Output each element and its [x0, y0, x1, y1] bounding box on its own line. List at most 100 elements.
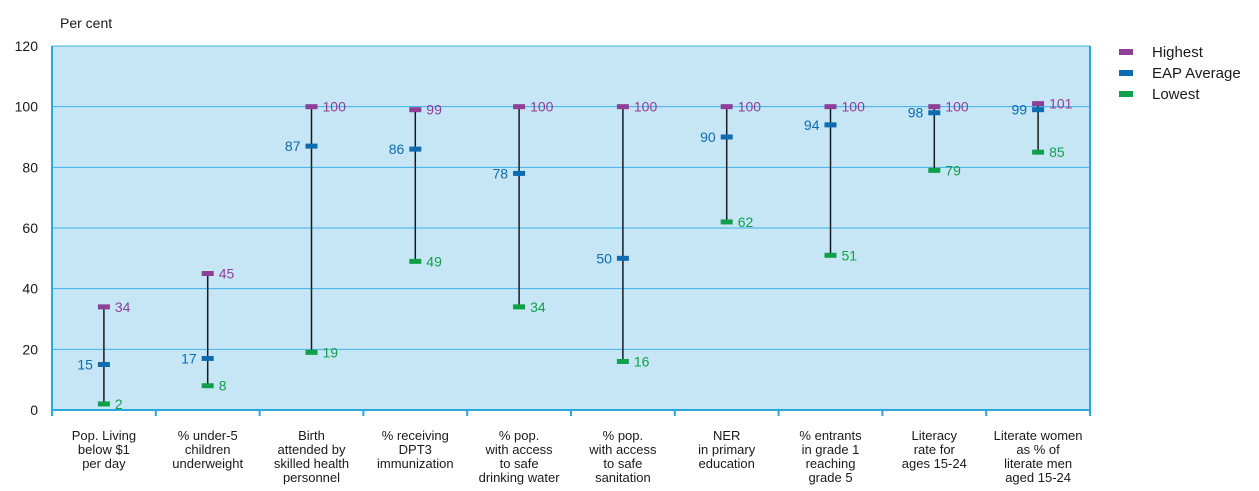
x-category-label-line: grade 5 [808, 470, 852, 485]
x-category-label-line: skilled health [274, 456, 349, 471]
x-category-label-line: % entrants [799, 428, 862, 443]
legend-swatch [1119, 49, 1133, 55]
x-category-label-line: reaching [806, 456, 856, 471]
x-category-label-line: in grade 1 [802, 442, 860, 457]
average-value-label: 90 [700, 129, 716, 145]
legend-swatch [1119, 91, 1133, 97]
lowest-value-label: 19 [323, 344, 339, 360]
x-category-label-line: personnel [283, 470, 340, 485]
x-category-label-line: underweight [172, 456, 243, 471]
lowest-marker [720, 219, 733, 225]
lowest-marker [513, 304, 526, 310]
average-value-label: 98 [908, 105, 924, 121]
x-category-label-line: Literate women [994, 428, 1083, 443]
x-category-label-line: with access [588, 442, 657, 457]
lowest-value-label: 34 [530, 299, 546, 315]
x-category-label: Pop. Living below $1 per day [72, 428, 136, 471]
x-category-label-line: NER [713, 428, 740, 443]
x-category-label-line: aged 15-24 [1005, 470, 1071, 485]
x-category-label-line: to safe [500, 456, 539, 471]
average-value-label: 86 [389, 141, 405, 157]
x-category-label: % pop. with access to safe drinking water [479, 428, 561, 485]
y-tick-label: 80 [22, 159, 38, 175]
x-category-label-line: % pop. [603, 428, 643, 443]
highest-value-label: 100 [738, 99, 762, 115]
highest-value-label: 100 [634, 99, 658, 115]
x-category-label-line: % under-5 [178, 428, 238, 443]
x-category-label-line: ages 15-24 [902, 456, 967, 471]
x-category-label-line: rate for [914, 442, 956, 457]
highest-marker [1032, 101, 1045, 107]
y-axis-label: Per cent [60, 15, 112, 31]
lowest-marker [616, 358, 629, 364]
highest-marker [97, 304, 110, 310]
x-category-label-line: drinking water [479, 470, 561, 485]
lowest-marker [409, 258, 422, 264]
average-marker [97, 362, 110, 367]
gridlines [52, 45, 1090, 350]
highest-marker [409, 107, 422, 113]
x-category-label-line: Literacy [912, 428, 958, 443]
x-category-label: % receiving DPT3 immunization [377, 428, 454, 471]
highest-value-label: 45 [219, 266, 235, 282]
lowest-value-label: 2 [115, 396, 123, 412]
lowest-value-label: 16 [634, 353, 650, 369]
x-category-label-line: with access [484, 442, 553, 457]
lowest-marker [928, 167, 941, 173]
highest-value-label: 100 [945, 99, 969, 115]
x-category-label-line: literate men [1004, 456, 1072, 471]
average-marker [720, 134, 733, 140]
lowest-value-label: 51 [842, 247, 858, 263]
x-category-label-line: education [699, 456, 755, 471]
legend-entry: EAP Average [1152, 65, 1241, 82]
legend-swatch [1119, 70, 1133, 76]
average-value-label: 94 [804, 117, 820, 133]
y-tick-label: 100 [15, 99, 39, 115]
y-tick-label: 40 [22, 281, 38, 297]
x-category-label-line: children [185, 442, 231, 457]
x-category-label: NER in primary education [698, 428, 756, 471]
x-category-label-line: immunization [377, 456, 454, 471]
highest-value-label: 100 [530, 99, 554, 115]
average-value-label: 78 [493, 165, 509, 181]
x-category-label-line: below $1 [78, 442, 130, 457]
x-category-label-line: DPT3 [399, 442, 432, 457]
y-tick-label: 60 [22, 220, 38, 236]
lowest-value-label: 85 [1049, 144, 1065, 160]
lowest-value-label: 79 [945, 162, 961, 178]
highest-value-label: 99 [426, 102, 442, 118]
x-category-label-line: % receiving [382, 428, 449, 443]
lowest-value-label: 62 [738, 214, 754, 230]
highest-marker [928, 104, 941, 110]
x-category-label-line: sanitation [595, 470, 651, 485]
lowest-marker [824, 252, 837, 258]
average-value-label: 99 [1012, 102, 1028, 118]
x-category-label: Literacy rate for ages 15-24 [902, 428, 967, 471]
x-category-label: Birth attended by skilled health personnel [274, 428, 349, 485]
average-value-label: 87 [285, 138, 301, 154]
x-category-label: % under-5 children underweight [172, 428, 243, 471]
average-marker [928, 110, 941, 116]
highest-value-label: 100 [323, 99, 347, 115]
x-category-label-line: Birth [298, 428, 325, 443]
y-tick-label: 0 [30, 402, 38, 418]
highest-marker [513, 104, 526, 110]
x-category-label: % pop. with access to safe sanitation [588, 428, 657, 485]
x-category-label-line: in primary [698, 442, 756, 457]
y-axis-ticks: 0 20 40 60 80 100 120 [15, 38, 39, 418]
average-marker [409, 146, 422, 152]
highest-marker [616, 104, 629, 110]
average-marker [616, 255, 629, 261]
y-tick-label: 120 [15, 38, 39, 54]
average-marker [1032, 107, 1045, 113]
lowest-value-label: 49 [426, 253, 442, 269]
highest-marker [824, 104, 837, 110]
x-category-label-line: Pop. Living [72, 428, 136, 443]
average-value-label: 17 [181, 350, 197, 366]
average-value-label: 15 [77, 357, 93, 373]
highest-marker [201, 271, 214, 276]
highest-value-label: 34 [115, 299, 131, 315]
x-category-label-line: attended by [278, 442, 346, 457]
x-category-label-line: % pop. [499, 428, 539, 443]
